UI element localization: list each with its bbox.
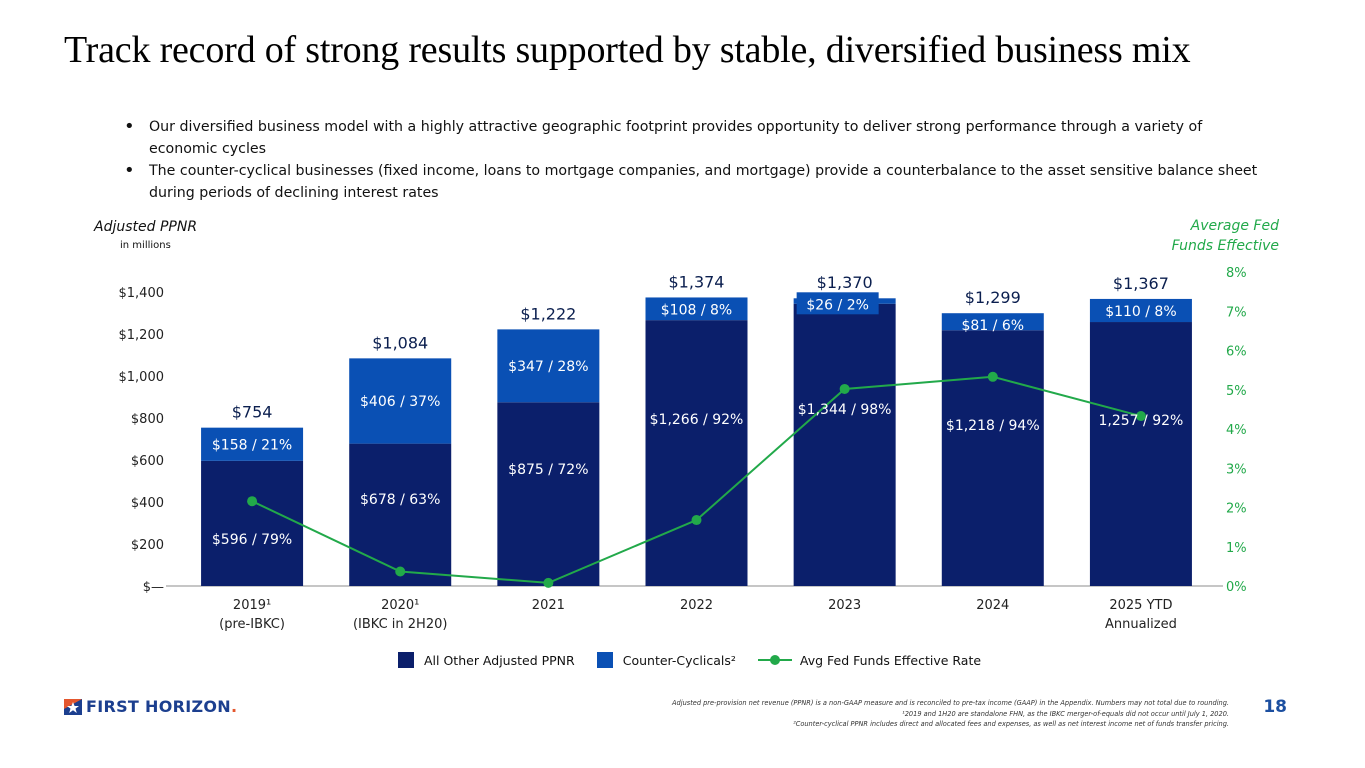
page-number: 18	[1263, 697, 1287, 717]
y-tick-label: $—	[143, 580, 164, 595]
y-tick-label: $400	[131, 496, 164, 511]
legend-item-fed: Avg Fed Funds Effective Rate	[757, 652, 982, 668]
bar-total-label: $1,084	[372, 333, 428, 352]
right-axis-title-line1: Average Fed	[1190, 218, 1279, 234]
fed-funds-point	[395, 566, 406, 577]
company-logo: FIRST HORIZON.	[64, 697, 237, 716]
fed-funds-point	[691, 515, 702, 526]
bar-total-label: $1,222	[520, 304, 576, 323]
y-tick-label: $600	[131, 454, 164, 469]
bar-other	[793, 303, 896, 586]
y-tick-label: $800	[131, 412, 164, 427]
bar-other-label: $678 / 63%	[360, 492, 440, 508]
y-tick-label: $1,200	[119, 328, 165, 343]
logo-text: FIRST HORIZON.	[86, 697, 237, 716]
y2-tick-label: 0%	[1226, 580, 1247, 595]
x-tick-label: 2020¹	[381, 598, 419, 613]
legend-label: All Other Adjusted PPNR	[424, 652, 575, 668]
x-tick-label: 2022	[680, 598, 713, 613]
fed-funds-point	[987, 371, 998, 382]
legend-swatch-other	[398, 652, 414, 668]
star-flag-icon	[64, 698, 82, 715]
legend-item-counter: Counter-Cyclicals²	[596, 652, 736, 668]
x-tick-label: 2025 YTD	[1109, 598, 1172, 613]
y2-tick-label: 5%	[1226, 384, 1247, 399]
bar-counter-label: $110 / 8%	[1105, 304, 1176, 320]
y2-tick-label: 4%	[1226, 423, 1247, 438]
x-tick-label: 2019¹	[233, 598, 271, 613]
footnote: Adjusted pre-provision net revenue (PPNR…	[672, 699, 1229, 707]
legend-label: Avg Fed Funds Effective Rate	[799, 652, 982, 668]
bar-counter-label: $347 / 28%	[508, 359, 588, 375]
bullet-item: The counter-cyclical businesses (fixed i…	[122, 160, 1272, 204]
bar-other-label: $1,266 / 92%	[650, 412, 744, 428]
bar-counter	[645, 297, 748, 321]
bar-counter	[497, 329, 600, 403]
fed-funds-point	[1135, 411, 1146, 422]
bar-other	[349, 443, 452, 586]
fed-funds-point	[543, 577, 554, 588]
footnote: ²Counter-cyclical PPNR includes direct a…	[793, 720, 1229, 728]
y2-tick-label: 7%	[1226, 305, 1247, 320]
bar-other	[645, 320, 748, 586]
left-axis-subtitle: in millions	[120, 240, 171, 251]
right-axis-title: Average Fed Funds Effective	[1119, 216, 1279, 256]
bar-other-label: $1,218 / 94%	[946, 418, 1040, 434]
chart-legend: All Other Adjusted PPNR Counter-Cyclical…	[398, 652, 1003, 668]
y-tick-label: $1,000	[119, 370, 165, 385]
x-tick-label: 2021	[532, 598, 565, 613]
x-tick-label: 2023	[828, 598, 861, 613]
bar-other	[497, 402, 600, 586]
bar-total-label: $1,374	[669, 272, 725, 291]
bar-other	[1089, 322, 1192, 586]
legend-swatch-fed-line	[757, 652, 792, 668]
bar-other-label: $1,344 / 98%	[798, 402, 892, 418]
logo-dot: .	[230, 697, 238, 716]
y2-tick-label: 1%	[1226, 541, 1247, 556]
bar-other	[941, 330, 1044, 586]
footnotes: Adjusted pre-provision net revenue (PPNR…	[529, 698, 1229, 730]
logo-wordmark: FIRST HORIZON	[86, 697, 231, 716]
bar-total-label: $754	[232, 403, 273, 422]
bar-other	[201, 460, 304, 586]
y-tick-label: $1,400	[119, 286, 165, 301]
bar-counter-label: $26 / 2%	[806, 297, 869, 313]
x-tick-label: 2024	[976, 598, 1009, 613]
fed-funds-point	[839, 383, 850, 394]
y2-tick-label: 3%	[1226, 462, 1247, 477]
footnote: ¹2019 and 1H20 are standalone FHN, as th…	[902, 709, 1229, 718]
bar-counter-label: $158 / 21%	[212, 437, 292, 453]
legend-label: Counter-Cyclicals²	[622, 652, 736, 668]
legend-item-other: All Other Adjusted PPNR	[398, 652, 575, 668]
bullet-item: Our diversified business model with a hi…	[122, 116, 1272, 160]
bar-other-label: $875 / 72%	[508, 462, 588, 478]
slide-title: Track record of strong results supported…	[64, 29, 1191, 71]
bar-counter	[349, 358, 452, 444]
bar-total-label: $1,299	[965, 288, 1021, 307]
right-axis-title-line2: Funds Effective	[1171, 238, 1279, 254]
x-tick-label: Annualized	[1105, 617, 1177, 632]
y2-tick-label: 8%	[1226, 266, 1247, 281]
bar-total-label: $1,370	[817, 273, 873, 292]
bar-other-label: $596 / 79%	[212, 532, 292, 548]
legend-swatch-counter	[596, 652, 613, 668]
bar-counter-label-bg	[796, 292, 879, 315]
x-tick-label: (IBKC in 2H20)	[353, 617, 448, 632]
y-tick-label: $200	[131, 538, 164, 553]
y2-tick-label: 2%	[1226, 502, 1247, 517]
bullet-list: Our diversified business model with a hi…	[122, 116, 1272, 204]
bar-counter-label: $108 / 8%	[661, 302, 732, 318]
x-tick-label: (pre-IBKC)	[219, 617, 285, 632]
bar-counter-label: $81 / 6%	[962, 318, 1025, 334]
bar-counter	[941, 313, 1044, 331]
bar-counter	[201, 427, 304, 461]
fed-funds-point	[247, 496, 258, 507]
left-axis-title: Adjusted PPNR	[94, 219, 198, 235]
bar-counter-label: $406 / 37%	[360, 394, 440, 410]
bar-other-label: 1,257 / 92%	[1099, 413, 1184, 429]
bar-total-label: $1,367	[1113, 274, 1169, 293]
y2-tick-label: 6%	[1226, 345, 1247, 360]
bar-counter	[1089, 298, 1192, 323]
